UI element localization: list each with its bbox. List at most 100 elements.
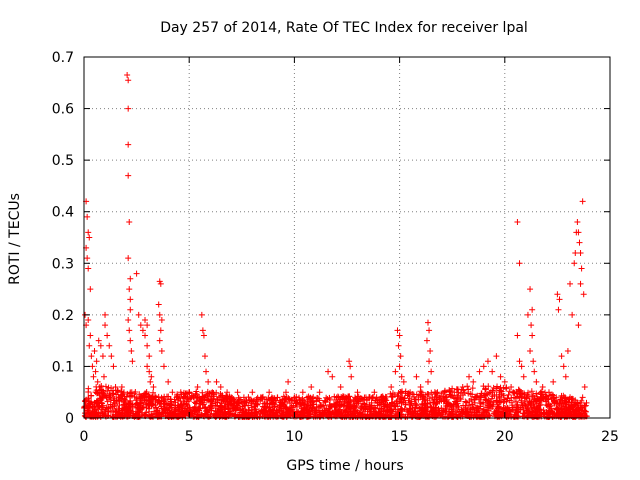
- data-point: [307, 402, 314, 409]
- data-point: [125, 405, 132, 412]
- data-point: [504, 404, 511, 411]
- data-point: [155, 301, 162, 308]
- data-point: [106, 342, 113, 349]
- data-point: [518, 363, 525, 370]
- data-point: [144, 322, 151, 329]
- data-point: [199, 401, 206, 408]
- data-point: [136, 411, 143, 418]
- data-point: [562, 373, 569, 380]
- data-point: [442, 388, 449, 395]
- data-point: [493, 353, 500, 360]
- data-point: [299, 400, 306, 407]
- data-point: [193, 398, 200, 405]
- data-point: [334, 407, 341, 414]
- data-point: [181, 394, 188, 401]
- data-point: [248, 404, 255, 411]
- data-point: [392, 368, 399, 375]
- data-point: [157, 327, 164, 334]
- data-point: [529, 306, 536, 313]
- data-point: [470, 404, 477, 411]
- data-point: [432, 404, 439, 411]
- data-point: [154, 407, 161, 414]
- data-point: [524, 405, 531, 412]
- data-point: [170, 412, 177, 419]
- data-point: [530, 358, 537, 365]
- data-point: [491, 410, 498, 417]
- data-point: [564, 347, 571, 354]
- data-point: [98, 389, 105, 396]
- data-point: [151, 393, 158, 400]
- data-point: [422, 391, 429, 398]
- data-point: [424, 400, 431, 407]
- data-point: [523, 394, 530, 401]
- y-tick-label: 0.7: [52, 50, 74, 66]
- data-point: [397, 396, 404, 403]
- data-point: [198, 311, 205, 318]
- data-point: [314, 395, 321, 402]
- data-point: [506, 388, 513, 395]
- data-point: [484, 407, 491, 414]
- data-point: [187, 411, 194, 418]
- tick-labels: 0 5 10 15 20 25 0 0.1 0.2 0.3 0.4 0.5 0.6 0.7: [52, 50, 619, 445]
- data-point: [85, 385, 92, 392]
- data-point: [156, 411, 163, 418]
- data-point: [389, 390, 396, 397]
- data-point: [551, 399, 558, 406]
- data-point: [575, 322, 582, 329]
- data-point: [156, 337, 163, 344]
- data-point: [514, 219, 521, 226]
- chart-title: Day 257 of 2014, Rate Of TEC Index for r…: [160, 20, 528, 36]
- data-point: [257, 394, 264, 401]
- data-point: [99, 353, 106, 360]
- data-point: [475, 396, 482, 403]
- data-point: [346, 358, 353, 365]
- data-point: [434, 389, 441, 396]
- data-point: [577, 280, 584, 287]
- data-point: [402, 400, 409, 407]
- data-point: [521, 410, 528, 417]
- data-point: [388, 384, 395, 391]
- data-point: [530, 405, 537, 412]
- data-point: [469, 408, 476, 415]
- data-point: [442, 394, 449, 401]
- data-point: [239, 403, 246, 410]
- x-tick-label: 5: [185, 429, 194, 445]
- data-point: [152, 397, 159, 404]
- data-point: [92, 368, 99, 375]
- data-points: [81, 72, 590, 420]
- data-point: [539, 384, 546, 391]
- data-point: [133, 270, 140, 277]
- data-point: [102, 383, 109, 390]
- data-point: [104, 332, 111, 339]
- data-point: [146, 368, 153, 375]
- data-point: [577, 249, 584, 256]
- data-point: [399, 406, 406, 413]
- data-point: [100, 390, 107, 397]
- data-point: [270, 410, 277, 417]
- data-point: [126, 286, 133, 293]
- data-point: [527, 412, 534, 419]
- data-point: [407, 405, 414, 412]
- data-point: [453, 386, 460, 393]
- data-point: [146, 353, 153, 360]
- data-point: [267, 407, 274, 414]
- data-point: [362, 413, 369, 420]
- data-point: [220, 396, 227, 403]
- data-point: [104, 405, 111, 412]
- data-point: [87, 286, 94, 293]
- data-point: [479, 409, 486, 416]
- data-point: [355, 398, 362, 405]
- data-point: [412, 405, 419, 412]
- data-point: [417, 392, 424, 399]
- data-point: [137, 322, 144, 329]
- data-point: [334, 393, 341, 400]
- data-point: [528, 322, 535, 329]
- data-point: [125, 172, 132, 179]
- data-point: [310, 401, 317, 408]
- data-point: [194, 384, 201, 391]
- data-point: [291, 394, 298, 401]
- data-point: [449, 392, 456, 399]
- data-point: [101, 392, 108, 399]
- data-point: [203, 408, 210, 415]
- data-point: [145, 408, 152, 415]
